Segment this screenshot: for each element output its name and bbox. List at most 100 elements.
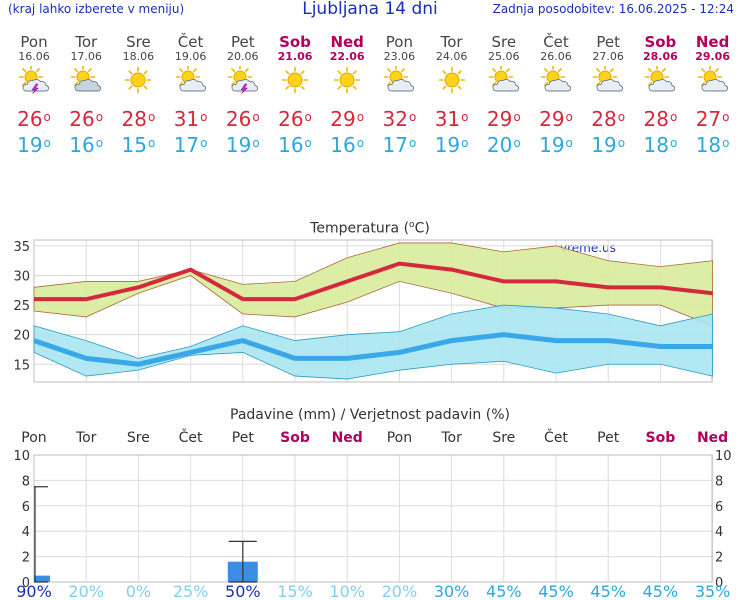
- temperature-value: 27: [695, 107, 722, 131]
- degree-symbol: o: [43, 136, 51, 150]
- degree-symbol: o: [95, 136, 104, 150]
- sun-cloud-icon: [175, 66, 206, 92]
- min-temperature: 15o: [112, 134, 164, 156]
- day-column: Sre 18.06 28o 15o: [112, 34, 164, 156]
- y-tick-label: 30: [13, 270, 30, 285]
- degree-symbol: o: [722, 136, 730, 150]
- degree-symbol: o: [617, 136, 626, 150]
- day-column: Čet 19.06 31o 17o: [165, 34, 217, 156]
- y-tick-label-right: 0: [715, 576, 723, 591]
- temperature-value: 19: [225, 133, 252, 157]
- degree-symbol: o: [722, 110, 730, 124]
- temperature-value: 17: [173, 133, 200, 157]
- x-tick-label: Sre: [127, 430, 150, 446]
- degree-symbol: o: [617, 110, 626, 124]
- min-temperature: 16o: [321, 134, 373, 156]
- max-temperature: 26o: [8, 108, 60, 130]
- min-temperature: 19o: [8, 134, 60, 156]
- day-name: Pon: [385, 33, 413, 51]
- day-name: Pet: [230, 33, 255, 51]
- precipitation-probability: 45%: [538, 582, 574, 600]
- x-tick-label: Čet: [544, 428, 568, 446]
- y-tick-label-right: 6: [715, 500, 723, 515]
- day-column: Pet 20.06 26o 19o: [217, 34, 269, 156]
- temperature-value: 31: [434, 107, 461, 131]
- temperature-value: 26: [69, 107, 95, 131]
- min-temperature: 19o: [530, 134, 582, 156]
- sun-icon: [438, 66, 465, 94]
- temperature-value: 28: [591, 107, 617, 131]
- x-tick-label: Ned: [332, 430, 363, 446]
- day-date: 26.06: [540, 50, 572, 63]
- min-temperature: 17o: [165, 134, 217, 156]
- max-temperature: 29o: [530, 108, 582, 130]
- temperature-value: 28: [643, 107, 669, 131]
- max-temperature: 31o: [426, 108, 478, 130]
- day-name: Sre: [126, 33, 151, 51]
- y-tick-label: 15: [13, 358, 30, 373]
- sun-cloud-icon: [488, 66, 519, 92]
- degree-symbol: o: [252, 136, 260, 150]
- temperature-value: 18: [695, 133, 722, 157]
- day-name: Pon: [20, 33, 48, 51]
- max-temperature: 27o: [687, 108, 739, 130]
- max-temperature: 28o: [112, 108, 164, 130]
- y-tick-label: 35: [13, 240, 30, 255]
- y-tick-label: 10: [13, 449, 30, 464]
- temperature-value: 15: [121, 133, 147, 157]
- day-name: Sob: [279, 33, 311, 51]
- precipitation-probability: 30%: [434, 582, 470, 600]
- day-date: 24.06: [435, 50, 468, 63]
- precipitation-chart-title: Padavine (mm) / Verjetnost padavin (%): [230, 407, 510, 423]
- y-tick-label: 0: [22, 576, 30, 591]
- y-tick-label-right: 10: [715, 449, 732, 464]
- degree-symbol: o: [408, 110, 417, 124]
- day-column: Čet 26.06 29o 19o: [530, 34, 582, 156]
- y-tick-label: 2: [22, 551, 30, 566]
- degree-symbol: o: [356, 136, 365, 150]
- precipitation-probability: 50%: [225, 582, 261, 600]
- degree-symbol: o: [513, 136, 521, 150]
- low-temperature-range: [33, 304, 713, 380]
- temperature-value: 32: [382, 107, 408, 131]
- temperature-value: 29: [486, 107, 513, 131]
- y-tick-label-right: 4: [715, 525, 723, 540]
- precipitation-probability: 45%: [590, 582, 626, 600]
- y-tick-label: 25: [13, 299, 30, 314]
- sun-cloudy-icon: [70, 66, 102, 92]
- precipitation-chart: Pon Tor Sre Čet Pet Sob Ned Pon Tor Sre Čet Pet Sob N…: [13, 428, 732, 600]
- day-name: Čet: [177, 33, 204, 51]
- day-column: Tor 24.06 31o 19o: [426, 34, 478, 156]
- precipitation-probability: 20%: [382, 582, 418, 600]
- day-date: 18.06: [122, 50, 155, 63]
- temperature-value: 29: [330, 107, 356, 131]
- temperature-value: 19: [434, 133, 461, 157]
- y-tick-label: 20: [13, 329, 30, 344]
- day-column: Sob 28.06 28o 18o: [634, 34, 686, 156]
- day-name: Sre: [491, 33, 517, 51]
- x-tick-label: Ned: [697, 430, 728, 446]
- min-temperature: 16o: [60, 134, 112, 156]
- precipitation-probability: 10%: [329, 582, 365, 600]
- day-column: Pet 27.06 28o 19o: [582, 34, 634, 156]
- temperature-chart: 15 20 25 30 35: [13, 239, 714, 383]
- sun-cloud-icon: [592, 66, 624, 92]
- location-hint: (kraj lahko izberete v meniju): [8, 2, 185, 16]
- precipitation-probability: 25%: [173, 582, 209, 600]
- max-temperature: 26o: [60, 108, 112, 130]
- temperature-value: 31: [173, 107, 200, 131]
- precipitation-bar: [34, 575, 50, 582]
- day-date: 28.06: [642, 50, 678, 63]
- max-temperature: 28o: [634, 108, 686, 130]
- plot-frame: [33, 454, 713, 583]
- y-tick-label-right: 2: [715, 551, 723, 566]
- max-temperature: 28o: [582, 108, 634, 130]
- temperature-value: 16: [69, 133, 95, 157]
- min-temperature: 16o: [269, 134, 321, 156]
- precipitation-probability: 35%: [695, 582, 731, 600]
- precipitation-probability: 20%: [68, 582, 104, 600]
- sun-icon: [125, 66, 152, 94]
- degree-symbol: o: [147, 110, 156, 124]
- sun-cloud-icon: [384, 66, 415, 92]
- min-temperature: 17o: [373, 134, 425, 156]
